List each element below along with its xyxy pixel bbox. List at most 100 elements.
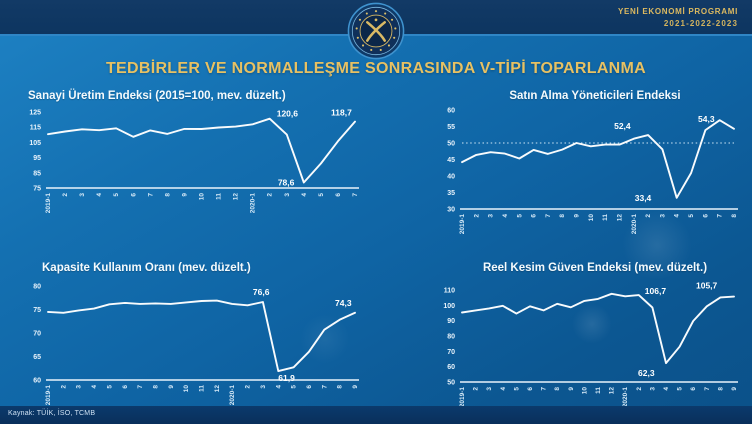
y-axis-tick: 100 xyxy=(443,303,455,310)
footer-band: Kaynak: TÜİK, İSO, TCMB xyxy=(0,406,752,424)
x-axis-tick: 7 xyxy=(717,214,724,218)
y-axis-tick: 35 xyxy=(447,190,455,197)
x-axis-tick: 4 xyxy=(96,193,103,197)
x-axis-tick: 2 xyxy=(473,214,480,218)
y-axis-tick: 110 xyxy=(444,288,455,295)
y-axis-tick: 60 xyxy=(447,108,455,115)
x-axis-tick: 3 xyxy=(659,214,666,218)
x-axis-tick: 2 xyxy=(636,387,643,391)
x-axis-tick: 8 xyxy=(164,193,171,197)
x-axis-tick: 10 xyxy=(199,193,206,201)
x-axis-tick: 5 xyxy=(516,214,523,218)
x-axis-tick: 3 xyxy=(260,385,267,389)
x-axis-tick: 11 xyxy=(216,193,223,200)
x-axis-tick: 2019-1 xyxy=(45,193,52,214)
bokeh-glow xyxy=(572,304,612,344)
program-years: 2021-2022-2023 xyxy=(663,19,738,28)
x-axis-tick: 2 xyxy=(473,387,480,391)
x-axis-tick: 2019-1 xyxy=(459,387,466,408)
x-axis-tick: 6 xyxy=(527,387,534,391)
data-line xyxy=(47,117,356,184)
x-axis-tick: 5 xyxy=(677,387,684,391)
y-axis-tick: 95 xyxy=(33,155,41,162)
x-axis-tick: 2 xyxy=(245,385,252,389)
x-axis-tick: 9 xyxy=(168,385,175,389)
x-axis-tick: 3 xyxy=(79,193,86,197)
x-axis-tick: 11 xyxy=(595,387,602,394)
x-axis-tick: 6 xyxy=(306,385,313,389)
bokeh-glow xyxy=(300,314,350,364)
x-axis-tick: 6 xyxy=(690,387,697,391)
y-axis-tick: 60 xyxy=(447,364,455,371)
x-axis-tick: 4 xyxy=(91,385,98,389)
x-axis-tick: 8 xyxy=(554,387,561,391)
y-axis-tick: 65 xyxy=(33,354,41,361)
data-line xyxy=(461,292,735,365)
data-label: 61,9 xyxy=(278,373,295,383)
x-axis-tick: 2019-1 xyxy=(45,385,52,406)
x-axis-tick: 5 xyxy=(318,193,325,197)
data-label: 105,7 xyxy=(696,281,718,291)
x-axis-tick: 8 xyxy=(337,385,344,389)
x-axis-tick: 9 xyxy=(731,387,738,391)
y-axis-tick: 115 xyxy=(30,125,41,132)
x-axis-tick: 4 xyxy=(500,387,507,391)
chart-reel-kesim-guven-endeksi: 110 100 90 80 70 60 50 2019-1 2 3 4 5 6 7 8 9 10 11 12 2020… xyxy=(443,281,738,408)
y-axis-tick: 30 xyxy=(447,207,455,214)
x-axis-tick: 2019-1 xyxy=(459,214,466,235)
data-label: 52,4 xyxy=(614,121,631,131)
data-label: 54,3 xyxy=(698,114,715,124)
x-axis-tick: 6 xyxy=(122,385,129,389)
x-axis-tick: 4 xyxy=(275,385,282,389)
x-axis-tick: 2020-1 xyxy=(631,214,638,235)
x-axis-tick: 10 xyxy=(183,385,190,393)
x-axis-tick: 12 xyxy=(609,387,616,395)
x-axis-tick: 7 xyxy=(137,385,144,389)
x-axis-tick: 6 xyxy=(531,214,538,218)
x-axis-tick: 7 xyxy=(352,193,359,197)
source-note: Kaynak: TÜİK, İSO, TCMB xyxy=(8,410,96,417)
x-axis-tick: 3 xyxy=(649,387,656,391)
x-axis-tick: 2 xyxy=(60,385,67,389)
x-axis-tick: 8 xyxy=(559,214,566,218)
x-axis-tick: 9 xyxy=(568,387,575,391)
x-axis-tick: 5 xyxy=(291,385,298,389)
program-name: YENİ EKONOMİ PROGRAMI xyxy=(617,7,738,16)
data-label: 74,3 xyxy=(335,298,352,308)
x-axis-tick: 3 xyxy=(76,385,83,389)
data-label: 78,6 xyxy=(278,178,295,188)
y-axis-tick: 60 xyxy=(33,378,41,385)
y-axis-tick: 90 xyxy=(447,318,455,325)
x-axis-tick: 12 xyxy=(616,214,623,222)
x-axis-tick: 5 xyxy=(113,193,120,197)
y-axis-tick: 70 xyxy=(33,331,41,338)
data-line xyxy=(47,299,356,373)
chart-title-satin-alma: Satın Alma Yöneticileri Endeksi xyxy=(509,90,681,102)
y-axis-tick: 40 xyxy=(447,174,455,181)
y-axis-tick: 45 xyxy=(447,157,455,164)
x-axis-tick: 3 xyxy=(284,193,291,197)
x-axis-tick: 7 xyxy=(541,387,548,391)
y-axis-tick: 50 xyxy=(447,380,455,387)
x-axis-tick: 12 xyxy=(214,385,221,393)
x-axis-tick: 4 xyxy=(663,387,670,391)
x-axis-tick: 6 xyxy=(130,193,137,197)
chart-title-reel-kesim: Reel Kesim Güven Endeksi (mev. düzelt.) xyxy=(482,262,708,274)
x-axis-tick: 7 xyxy=(704,387,711,391)
bokeh-glow xyxy=(622,210,692,280)
data-label: 33,4 xyxy=(635,193,652,203)
crossed-cornucopias-icon xyxy=(366,21,386,42)
ministry-emblem-icon xyxy=(347,2,405,60)
x-axis-tick: 2020-1 xyxy=(250,193,257,214)
y-axis-tick: 70 xyxy=(447,349,455,356)
y-axis-tick: 80 xyxy=(33,284,41,291)
data-line xyxy=(461,119,735,199)
x-axis-tick: 9 xyxy=(574,214,581,218)
data-label: 118,7 xyxy=(331,108,352,118)
y-axis-tick: 125 xyxy=(29,110,41,117)
x-axis-tick: 5 xyxy=(513,387,520,391)
x-axis-tick: 2020-1 xyxy=(622,387,629,408)
